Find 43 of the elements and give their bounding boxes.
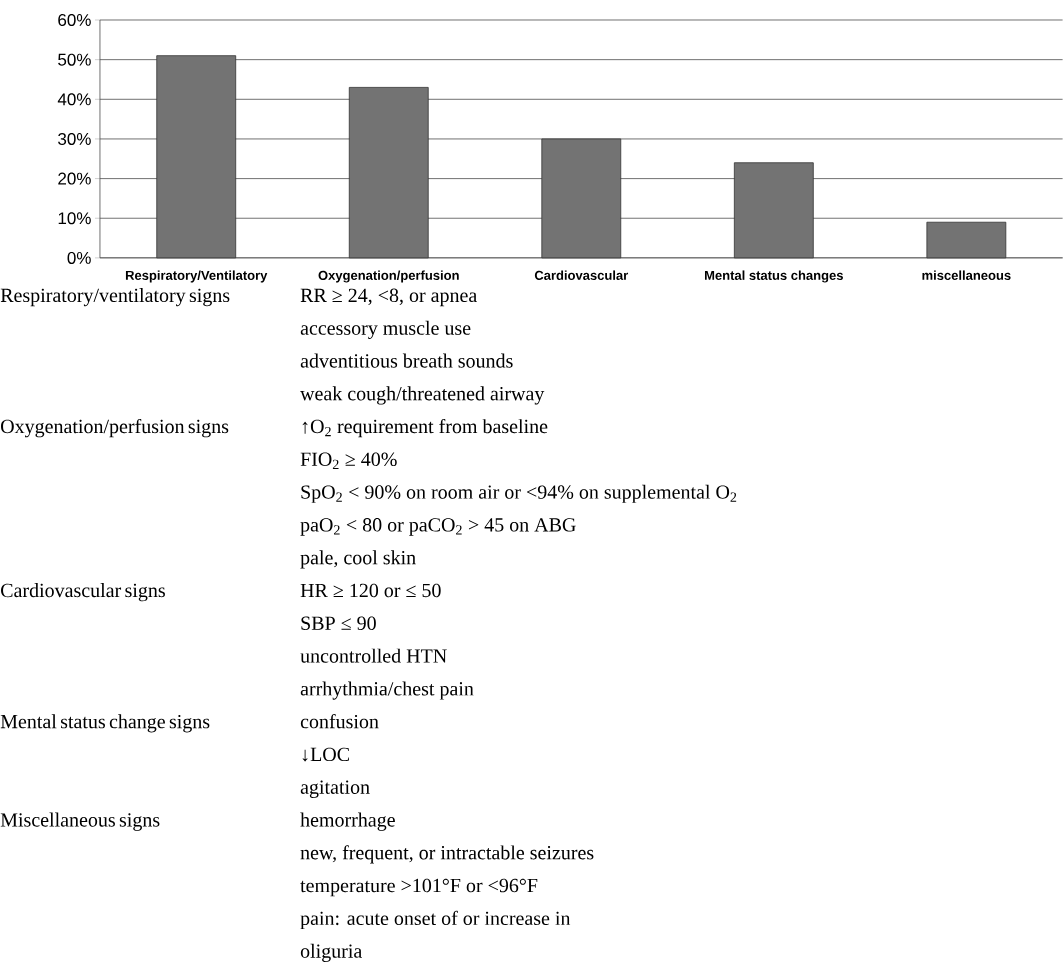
bar (926, 221, 1007, 259)
text: pain: acute onset of or increase in (300, 910, 571, 930)
y-tick-label: 20% (58, 172, 91, 185)
text: FIO$_{2}$ ≥ 40% (300, 452, 397, 470)
text: temperature >101°F or <96°F (300, 878, 538, 897)
x-tick-label: Cardiovascular (534, 270, 629, 281)
y-tick-label: 60% (58, 14, 91, 27)
text: SpO$_{2}$ < 90% on room air or <94% on supplemental O$_{2}$ (301, 484, 737, 504)
x-tick-label: Mental status changes (704, 270, 843, 283)
x-tick-label: Oxygenation/perfusion (318, 270, 459, 283)
bar (541, 138, 622, 259)
text: oliguria (300, 943, 363, 963)
y-tick-label: 0% (67, 252, 91, 265)
text: Respiratory/ventilatory signs (0, 288, 230, 307)
y-tick-label: 30% (58, 133, 91, 146)
y-tick-label: 50% (58, 53, 91, 66)
text: Oxygenation/perfusion signs (1, 419, 229, 438)
text: new, frequent, or intractable seizures (300, 845, 594, 864)
text: Cardiovascular signs (1, 583, 165, 602)
text: HR ≥ 120 or ≤ 50 (300, 583, 441, 598)
text: Mental status change signs (0, 714, 210, 733)
bar (348, 87, 429, 259)
text: uncontrolled HTN (300, 648, 447, 663)
text: RR ≥ 24, <8, or apnea (300, 288, 477, 307)
text: paO$_{2}$ < 80 or paCO$_{2}$ > 45 on ABG (300, 518, 576, 536)
x-tick-label: Respiratory/Ventilatory (125, 270, 268, 283)
bar (156, 55, 237, 259)
text: hemorrhage (300, 812, 395, 831)
text: confusion (300, 714, 379, 729)
text: Miscellaneous signs (0, 812, 160, 831)
text: ↓LOC (302, 747, 349, 762)
text: SBP ≤ 90 (301, 616, 376, 631)
text: accessory muscle use (300, 320, 471, 340)
text: arrhythmia/chest pain (300, 681, 474, 700)
text: agitation (300, 780, 370, 799)
y-tick-label: 40% (57, 93, 91, 106)
bar (733, 162, 814, 259)
text: adventitious breath sounds (300, 353, 513, 368)
text: pale, cool skin (300, 550, 416, 569)
x-tick-label: miscellaneous (922, 270, 1011, 281)
y-tick-label: 10% (58, 212, 91, 225)
text: weak cough/threatened airway (300, 386, 545, 405)
text: ↑O$_{2}$ requirement from baseline (302, 419, 548, 438)
